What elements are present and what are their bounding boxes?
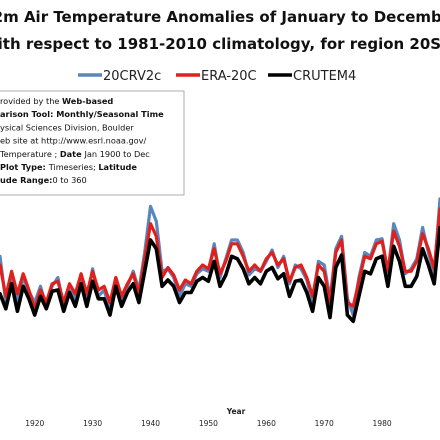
x-tick-label: 1930 [83, 419, 102, 428]
series-line-era-20c [0, 207, 440, 311]
info-box-line: arison Tool: Monthly/Seasonal Time [0, 109, 164, 119]
plot-area [0, 197, 440, 324]
info-box-line: Plot Type: Timeseries; Latitude [0, 162, 137, 172]
info-box: rovided by the Web-based arison Tool: Mon… [0, 90, 185, 196]
info-box-line: ude Range:0 to 360 [0, 175, 87, 185]
x-tick-label: 1940 [141, 419, 160, 428]
x-axis-label: Year [226, 407, 246, 416]
x-tick-label: 1950 [199, 419, 218, 428]
info-box-text: rovided by the Web-based arison Tool: Mon… [0, 96, 164, 185]
series-line-crutem4 [0, 225, 440, 324]
legend-label-20crv2c: 20CRV2c [103, 69, 161, 84]
x-tick-label: 1970 [315, 419, 334, 428]
chart-title-line2: with respect to 1981-2010 climatology, f… [0, 35, 440, 53]
x-tick-label: 1980 [373, 419, 392, 428]
chart-title-line1: 2m Air Temperature Anomalies of January … [0, 8, 440, 26]
info-box-frame [0, 90, 185, 196]
info-box-line: ysical Sciences Division, Boulder [0, 122, 134, 132]
series-line-20crv2c [0, 197, 440, 317]
x-tick-label: 1960 [257, 419, 276, 428]
info-box-line: Temperature ; Date Jan 1900 to Dec [0, 149, 150, 159]
legend-label-era-20c: ERA-20C [201, 69, 257, 84]
info-box-line: rovided by the Web-based [0, 96, 113, 106]
x-axis: 1920 1930 1940 1950 1960 1970 1980 [25, 419, 392, 428]
legend: 20CRV2c ERA-20C CRUTEM4 [78, 69, 356, 84]
legend-label-crutem4: CRUTEM4 [293, 69, 356, 84]
info-box-line: eb site at http://www.esrl.noaa.gov/ [0, 136, 147, 146]
x-tick-label: 1920 [25, 419, 44, 428]
